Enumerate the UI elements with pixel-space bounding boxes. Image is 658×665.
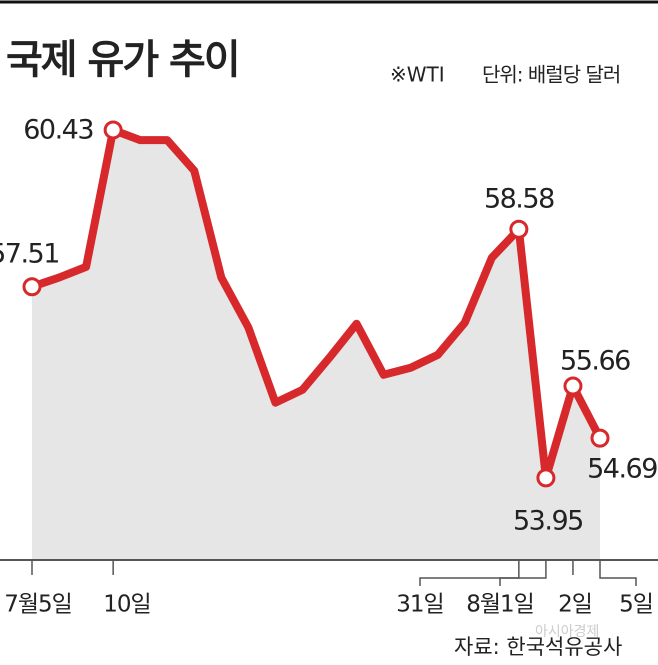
x-tick-label: 10일 bbox=[103, 592, 150, 618]
marker bbox=[536, 468, 556, 488]
area bbox=[32, 129, 600, 560]
chart-title: 국제 유가 추이 bbox=[6, 37, 239, 83]
marker bbox=[22, 277, 42, 297]
value-label: 55.66 bbox=[560, 346, 630, 377]
plot bbox=[32, 129, 600, 560]
note: ※WTI bbox=[390, 63, 445, 87]
tick-bracket bbox=[419, 560, 520, 586]
tick-bracket bbox=[599, 560, 637, 586]
marker bbox=[509, 219, 529, 239]
value-label: 58.58 bbox=[484, 184, 554, 215]
line bbox=[30, 125, 604, 482]
value-label: 54.69 bbox=[587, 454, 657, 485]
marker bbox=[563, 376, 583, 396]
x-tick-label: 31일 bbox=[396, 592, 443, 618]
x-tick-label: 5일 bbox=[619, 592, 653, 618]
tick-bracket bbox=[499, 560, 547, 586]
value-label: 53.95 bbox=[513, 506, 583, 537]
unit: 단위: 배럴당 달러 bbox=[482, 63, 620, 87]
watermark: 아시아경제 bbox=[535, 624, 599, 640]
x-tick-label: 7월5일 bbox=[4, 592, 72, 618]
value-label: 57.51 bbox=[0, 239, 59, 270]
x-tick-label: 8월1일 bbox=[466, 592, 534, 618]
marker bbox=[590, 428, 610, 448]
value-label: 60.43 bbox=[23, 115, 93, 146]
x-tick-label: 2일 bbox=[558, 592, 592, 618]
source: 자료: 한국석유공사 bbox=[454, 635, 622, 659]
marker bbox=[103, 120, 123, 140]
